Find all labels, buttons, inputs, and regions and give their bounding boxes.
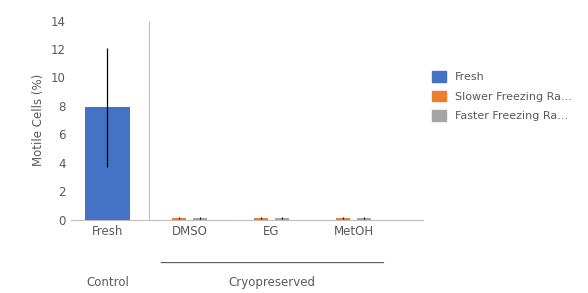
Bar [172, 218, 186, 220]
Bar [254, 218, 268, 220]
Bar [275, 218, 289, 220]
Bar [193, 218, 208, 220]
Bar [336, 218, 350, 220]
Y-axis label: Motile Cells (%): Motile Cells (%) [32, 74, 45, 166]
Bar [357, 218, 372, 220]
Text: Control: Control [86, 275, 129, 289]
Bar [85, 107, 130, 220]
Text: Cryopreserved: Cryopreserved [228, 275, 315, 289]
Legend: Fresh, Slower Freezing Ra..., Faster Freezing Ra...: Fresh, Slower Freezing Ra..., Faster Fre… [432, 71, 572, 121]
